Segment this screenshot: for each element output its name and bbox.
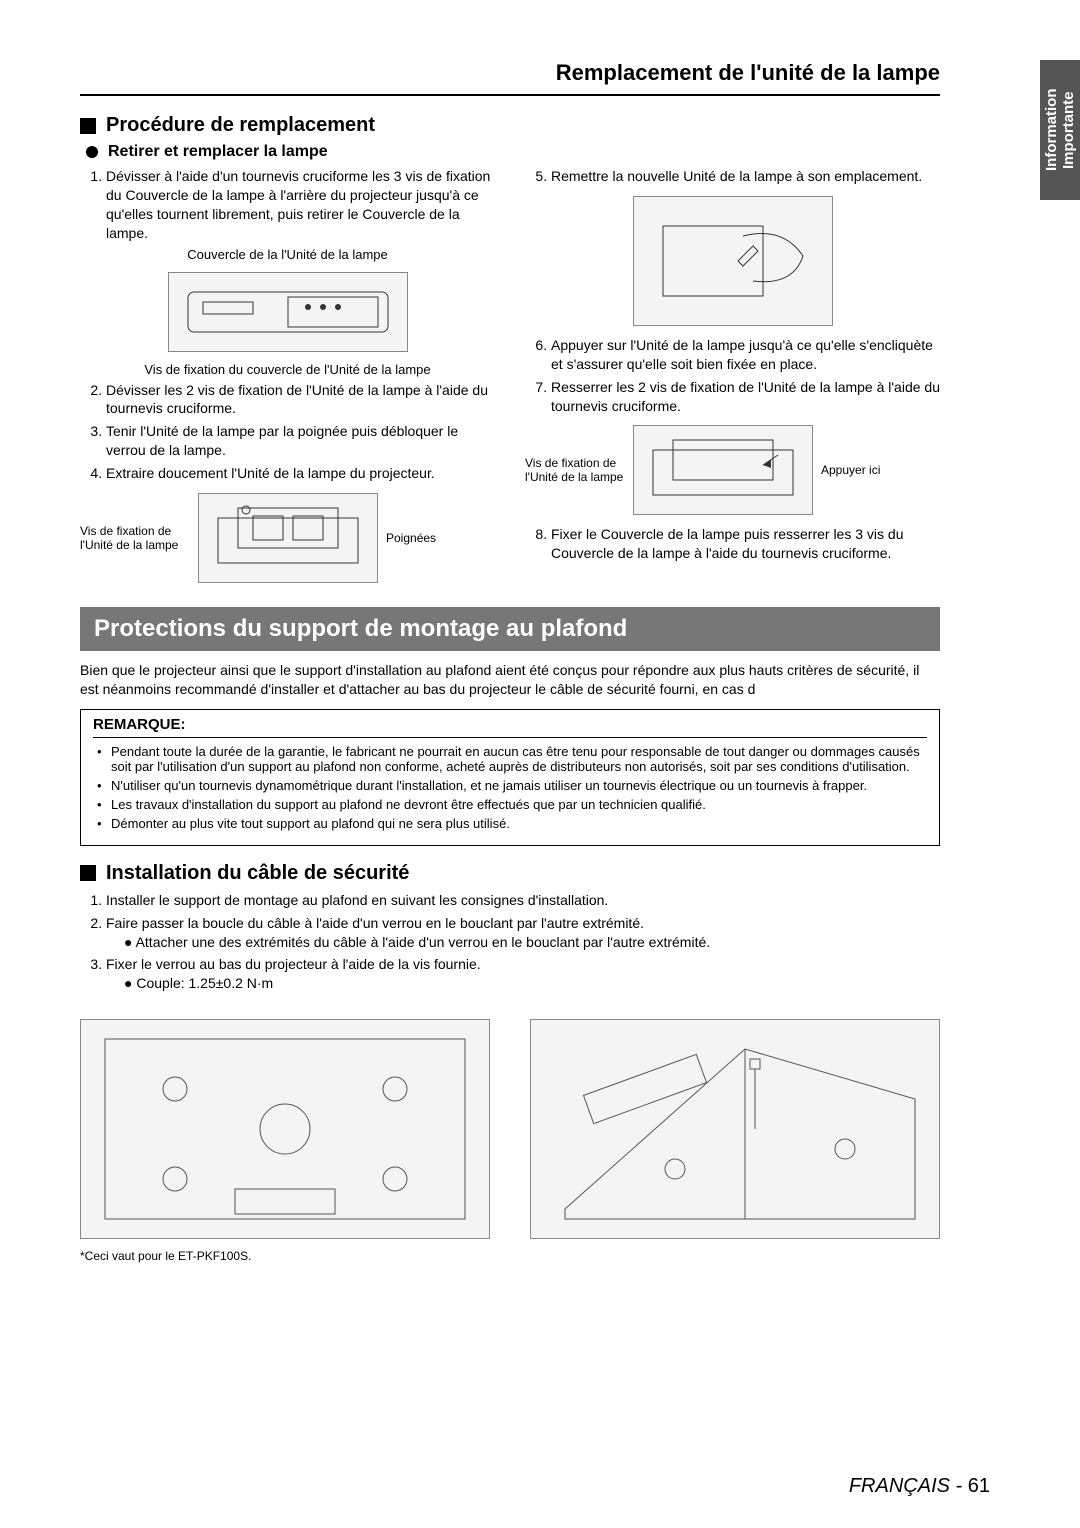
footer-sep: - [950,1475,968,1497]
right-steps-list: Fixer le Couvercle de la lampe puis ress… [525,525,940,563]
page-title: Remplacement de l'unité de la lampe [80,60,940,96]
section-heading-text: Installation du câble de sécurité [106,862,409,885]
side-tab: Information Importante [1040,60,1080,200]
left-steps-list: Dévisser les 2 vis de fixation de l'Unit… [80,381,495,483]
step-text: Fixer le verrou au bas du projecteur à l… [106,956,481,972]
step-item: Extraire doucement l'Unité de la lampe d… [106,464,495,483]
footer-page-number: 61 [968,1475,990,1497]
figure-caption: Couvercle de la l'Unité de la lampe [80,247,495,262]
page-footer: FRANÇAIS - 61 [849,1475,990,1498]
figure-label-right: Poignées [386,531,436,545]
figure-bottom-right-box [530,1009,940,1263]
square-bullet-icon [80,865,96,881]
remarque-item: Démonter au plus vite tout support au pl… [111,816,927,831]
right-column: Remettre la nouvelle Unité de la lampe à… [525,167,940,583]
square-bullet-icon [80,118,96,134]
figure-lamp-unit [198,493,378,583]
left-steps-list: Dévisser à l'aide d'un tournevis crucifo… [80,167,495,243]
remarque-list: Pendant toute la durée de la garantie, l… [93,744,927,831]
footer-lang: FRANÇAIS [849,1475,950,1497]
sub-item: Attacher une des extrémités du câble à l… [124,933,940,952]
step-item: Remettre la nouvelle Unité de la lampe à… [551,167,940,186]
install-steps-list: Installer le support de montage au plafo… [80,891,940,993]
remarque-item: N'utiliser qu'un tournevis dynamométriqu… [111,778,927,793]
right-steps-list: Appuyer sur l'Unité de la lampe jusqu'à … [525,336,940,416]
insert-lamp-icon [643,206,823,316]
press-lamp-icon [643,430,803,510]
figure-caption: Vis de fixation du couvercle de l'Unité … [80,362,495,377]
right-steps-list: Remettre la nouvelle Unité de la lampe à… [525,167,940,186]
section-heading: Procédure de remplacement [80,114,1000,137]
banner-body-text: Bien que le projecteur ainsi que le supp… [80,661,940,699]
sub-item: Couple: 1.25±0.2 N·m [124,974,940,993]
step-item: Fixer le Couvercle de la lampe puis ress… [551,525,940,563]
round-bullet-icon [86,146,98,158]
remarque-item: Pendant toute la durée de la garantie, l… [111,744,927,774]
step-item: Tenir l'Unité de la lampe par la poignée… [106,422,495,460]
sub-list: Couple: 1.25±0.2 N·m [106,974,940,993]
figure-footnote: *Ceci vaut pour le ET-PKF100S. [80,1249,490,1263]
remarque-title: REMARQUE: [93,716,927,738]
figure-projector-rear [168,272,408,352]
sub-heading: Retirer et remplacer la lampe [80,143,1000,161]
projector-corner-icon [545,1029,925,1229]
remarque-box: REMARQUE: Pendant toute la durée de la g… [80,709,940,846]
figure-label-right: Appuyer ici [821,463,880,477]
step-item: Dévisser à l'aide d'un tournevis crucifo… [106,167,495,243]
figure-projector-corner [530,1019,940,1239]
section-banner: Protections du support de montage au pla… [80,607,940,651]
figure-projector-bottom [80,1019,490,1239]
figure-label-left: Vis de fixation de l'Unité de la lampe [525,456,625,484]
figure-bottom-left-box: *Ceci vaut pour le ET-PKF100S. [80,1009,490,1263]
step-item: Installer le support de montage au plafo… [106,891,940,910]
remarque-item: Les travaux d'installation du support au… [111,797,927,812]
step-item: Appuyer sur l'Unité de la lampe jusqu'à … [551,336,940,374]
step-item: Resserrer les 2 vis de fixation de l'Uni… [551,378,940,416]
projector-rear-icon [178,282,398,342]
step-item: Faire passer la boucle du câble à l'aide… [106,914,940,952]
step-item: Fixer le verrou au bas du projecteur à l… [106,955,940,993]
step-item: Dévisser les 2 vis de fixation de l'Unit… [106,381,495,419]
figure-insert-lamp [633,196,833,326]
sub-heading-text: Retirer et remplacer la lampe [108,143,328,161]
figure-press-lamp [633,425,813,515]
section-heading: Installation du câble de sécurité [80,862,1000,885]
projector-bottom-icon [95,1029,475,1229]
step-text: Faire passer la boucle du câble à l'aide… [106,915,644,931]
lamp-unit-icon [208,498,368,578]
section-heading-text: Procédure de remplacement [106,114,375,137]
sub-list: Attacher une des extrémités du câble à l… [106,933,940,952]
left-column: Dévisser à l'aide d'un tournevis crucifo… [80,167,495,583]
figure-label-left: Vis de fixation de l'Unité de la lampe [80,524,190,552]
